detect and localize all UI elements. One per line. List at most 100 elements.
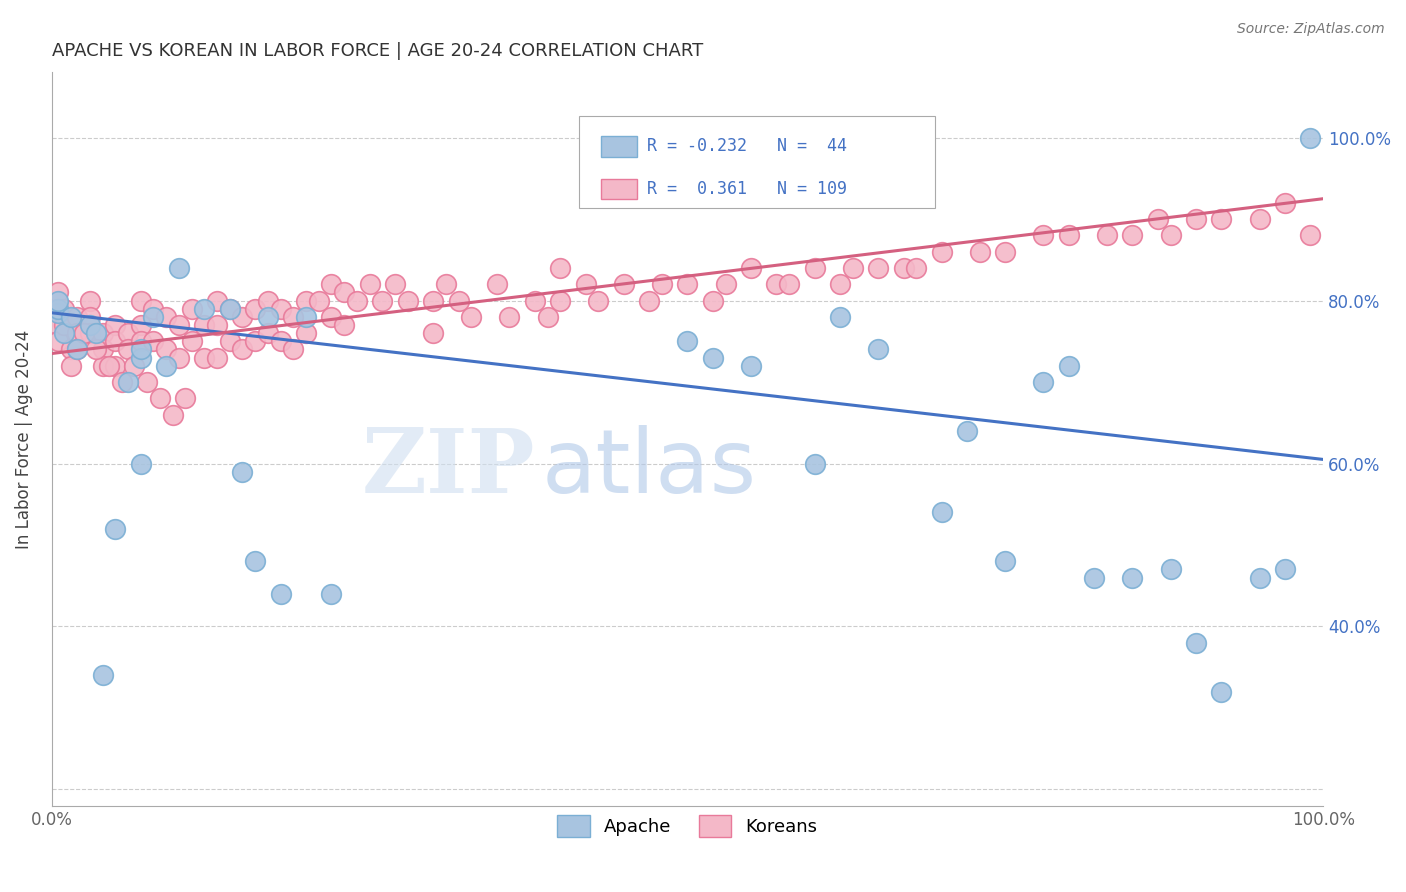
Point (205, 293, 228, 308)
Legend: Apache, Koreans: Apache, Koreans (550, 808, 825, 845)
Point (155, 359, 177, 373)
Point (46, 293, 69, 308)
Point (1274, 562, 1296, 576)
Point (613, 277, 636, 292)
Point (124, 359, 146, 373)
Point (218, 334, 240, 349)
Point (205, 351, 228, 365)
Point (422, 293, 444, 308)
Point (1032, 228, 1054, 243)
Point (129, 334, 152, 349)
Text: ZIP: ZIP (361, 425, 534, 512)
Point (714, 277, 737, 292)
Point (231, 343, 253, 357)
Point (905, 260, 928, 275)
Point (53, 301, 76, 316)
Point (396, 293, 419, 308)
Point (803, 457, 825, 471)
Point (1299, 130, 1322, 145)
Point (803, 260, 825, 275)
Text: APACHE VS KOREAN IN LABOR FORCE | AGE 20-24 CORRELATION CHART: APACHE VS KOREAN IN LABOR FORCE | AGE 20… (52, 42, 703, 60)
Point (384, 277, 406, 292)
Point (828, 277, 851, 292)
Point (321, 310, 343, 324)
Point (117, 326, 139, 340)
Point (1160, 228, 1182, 243)
Point (53, 318, 76, 332)
Point (485, 277, 508, 292)
Point (1095, 228, 1118, 243)
Point (994, 554, 1017, 568)
Point (257, 310, 280, 324)
Point (142, 301, 165, 316)
Point (91, 359, 114, 373)
Point (66, 343, 89, 357)
Point (1274, 195, 1296, 210)
Point (778, 277, 800, 292)
FancyBboxPatch shape (600, 136, 637, 157)
Point (1147, 212, 1170, 227)
Point (931, 244, 953, 259)
Point (1211, 212, 1233, 227)
Point (205, 318, 228, 332)
Point (136, 375, 159, 389)
Point (422, 326, 444, 340)
Point (1185, 636, 1208, 650)
Point (498, 310, 520, 324)
Point (117, 375, 139, 389)
Point (740, 359, 762, 373)
Point (167, 318, 190, 332)
Point (91, 343, 114, 357)
Point (79, 293, 101, 308)
Point (651, 277, 673, 292)
Point (142, 334, 165, 349)
Point (243, 301, 266, 316)
Point (104, 359, 127, 373)
Point (193, 301, 215, 316)
Point (765, 277, 787, 292)
Point (79, 318, 101, 332)
Point (129, 457, 152, 471)
Point (460, 310, 482, 324)
Point (1249, 571, 1271, 585)
Point (231, 310, 253, 324)
Point (550, 293, 572, 308)
Point (1121, 228, 1143, 243)
Point (149, 392, 172, 406)
Point (321, 587, 343, 601)
Point (295, 326, 318, 340)
Y-axis label: In Labor Force | Age 20-24: In Labor Force | Age 20-24 (15, 329, 32, 549)
Point (308, 293, 330, 308)
Point (270, 587, 292, 601)
Point (59, 359, 82, 373)
Point (174, 392, 197, 406)
Point (283, 343, 305, 357)
Point (1299, 228, 1322, 243)
Point (193, 318, 215, 332)
Text: Source: ZipAtlas.com: Source: ZipAtlas.com (1237, 22, 1385, 37)
Point (523, 293, 546, 308)
Point (828, 310, 851, 324)
Point (1032, 375, 1054, 389)
Point (155, 343, 177, 357)
Point (142, 310, 165, 324)
Point (46, 334, 69, 349)
Point (346, 293, 368, 308)
Point (270, 334, 292, 349)
Point (588, 293, 610, 308)
Point (79, 326, 101, 340)
Point (180, 334, 202, 349)
Point (841, 260, 863, 275)
Point (104, 318, 127, 332)
Point (167, 260, 190, 275)
Point (129, 343, 152, 357)
Point (295, 293, 318, 308)
Point (167, 351, 190, 365)
Point (231, 465, 253, 479)
Point (575, 277, 598, 292)
Point (66, 310, 89, 324)
Point (84, 343, 107, 357)
Point (1160, 562, 1182, 576)
Point (702, 293, 724, 308)
Point (1057, 228, 1080, 243)
